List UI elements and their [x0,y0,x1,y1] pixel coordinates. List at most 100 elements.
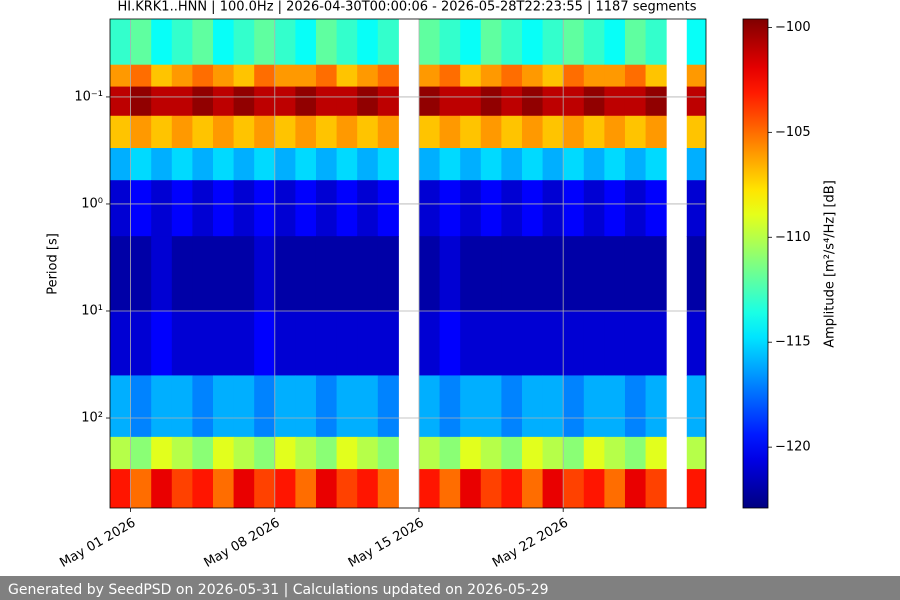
heatmap-cell [233,180,255,237]
heatmap-cell [254,64,276,88]
heatmap-cell [357,436,379,470]
heatmap-cell [233,375,255,438]
heatmap-cell [336,19,358,66]
heatmap-cell [212,236,235,312]
heatmap-cell [501,86,523,117]
heatmap-cell [604,375,626,438]
heatmap-cell [480,180,502,237]
footer-text: Generated by SeedPSD on 2026-05-31 | Cal… [8,582,549,598]
heatmap-cell [171,310,193,376]
heatmap-cell [192,375,214,438]
heatmap-cell [336,375,358,438]
heatmap-cell [686,180,706,237]
y-tick-label: 10¹ [81,303,103,318]
heatmap-cell [357,147,379,181]
heatmap-cell [686,147,706,181]
heatmap-cell [151,310,173,376]
heatmap-cell [686,436,706,470]
heatmap-cell [645,310,667,376]
heatmap-cell [521,310,544,376]
heatmap-cell [542,115,564,149]
heatmap-cell [212,19,235,66]
heatmap-cell [480,86,502,117]
heatmap-cell [192,19,214,66]
heatmap-cell [460,469,482,508]
heatmap-cell [583,64,605,88]
heatmap-cell [171,375,193,438]
heatmap-cell [212,64,235,88]
heatmap-cell [624,469,647,508]
heatmap-cell [233,469,255,508]
y-tick-label: 10² [81,411,103,426]
heatmap-cell [130,375,152,438]
heatmap-cell [336,86,358,117]
heatmap-cell [521,180,544,237]
heatmap-cell [274,310,296,376]
heatmap-cell [686,115,706,149]
heatmap-cell [295,147,317,181]
heatmap-cell [604,236,626,312]
heatmap-cell [377,236,399,312]
heatmap-cell [274,115,296,149]
heatmap-cell [480,436,502,470]
footer-bar [0,576,900,600]
heatmap-cell [624,180,647,237]
heatmap [110,19,706,508]
heatmap-cell [645,147,667,181]
heatmap-cell [151,236,173,312]
heatmap-cell [377,64,399,88]
y-tick-label: 10⁻¹ [74,89,103,104]
heatmap-cell [542,86,564,117]
heatmap-cell [439,147,461,181]
heatmap-cell [542,375,564,438]
heatmap-cell [521,469,544,508]
heatmap-cell [233,236,255,312]
heatmap-cell [336,180,358,237]
heatmap-cell [418,19,441,66]
heatmap-cell [233,64,255,88]
heatmap-cell [686,236,706,312]
heatmap-cell [377,147,399,181]
heatmap-cell [110,236,132,312]
heatmap-cell [460,310,482,376]
heatmap-cell [583,436,605,470]
heatmap-cell [418,310,441,376]
heatmap-cell [110,64,132,88]
heatmap-cell [295,19,317,66]
heatmap-cell [480,147,502,181]
colorbar-tick-label: −115 [775,335,811,350]
heatmap-cell [583,236,605,312]
heatmap-cell [604,310,626,376]
heatmap-cell [521,19,544,66]
heatmap-cell [212,310,235,376]
heatmap-cell [233,86,255,117]
heatmap-cell [151,180,173,237]
heatmap-cell [377,436,399,470]
heatmap-cell [439,180,461,237]
heatmap-cell [110,310,132,376]
heatmap-cell [315,64,338,88]
y-axis-label: Period [s] [46,233,61,295]
heatmap-cell [212,469,235,508]
heatmap-cell [418,469,441,508]
heatmap-cell [480,64,502,88]
heatmap-cell [542,436,564,470]
heatmap-cell [686,64,706,88]
heatmap-cell [377,310,399,376]
heatmap-cell [110,19,132,66]
heatmap-cell [151,86,173,117]
heatmap-cell [418,86,441,117]
heatmap-cell [295,180,317,237]
colorbar-tick-label: −110 [775,230,811,245]
heatmap-cell [460,180,482,237]
heatmap-cell [501,115,523,149]
heatmap-cell [357,469,379,508]
heatmap-cell [686,469,706,508]
heatmap-cell [357,19,379,66]
heatmap-cell [315,469,338,508]
heatmap-cell [604,469,626,508]
heatmap-cell [563,436,585,470]
heatmap-cell [130,19,152,66]
heatmap-cell [192,115,214,149]
heatmap-cell [645,19,667,66]
